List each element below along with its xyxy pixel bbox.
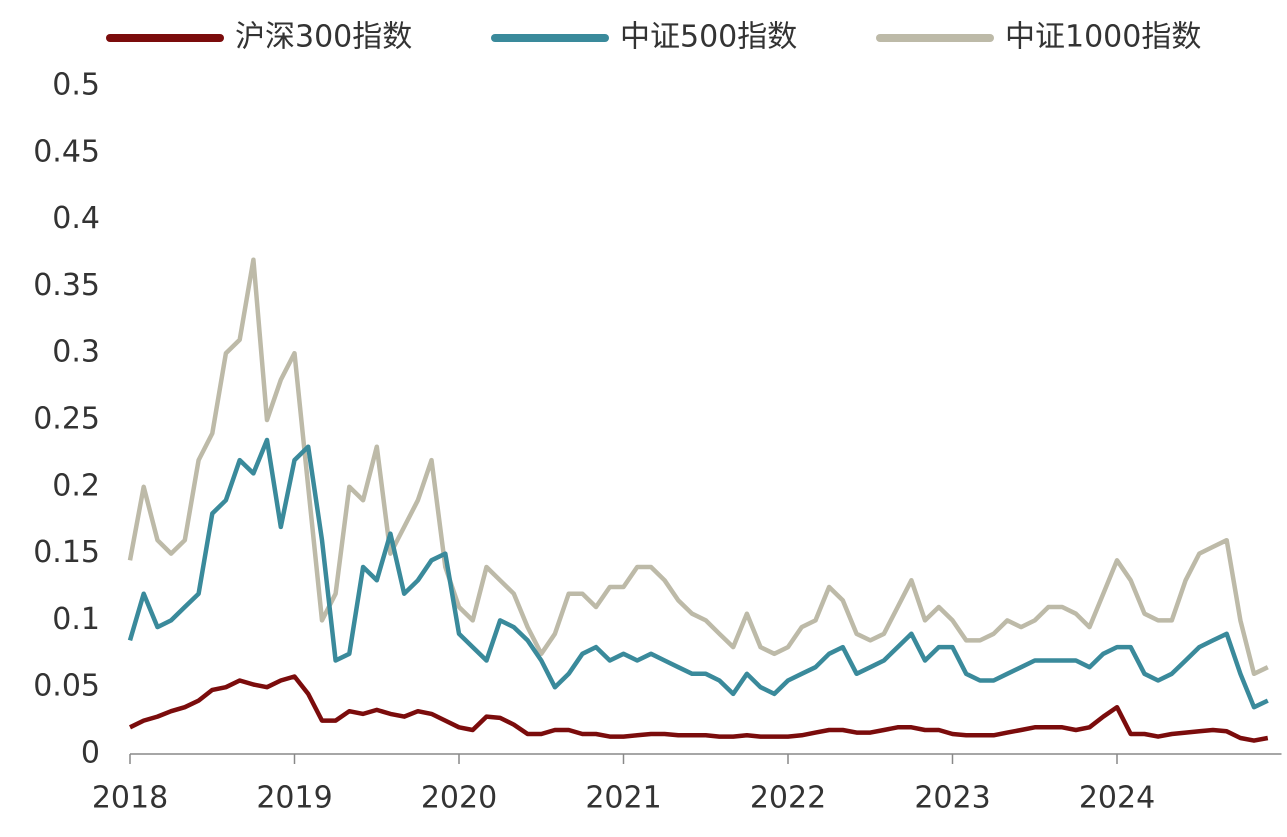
legend-label: 中证500指数 [620,20,797,55]
series-line [129,674,1269,743]
x-tick-label: 2024 [1079,781,1155,816]
x-tick-label: 2022 [750,781,826,816]
x-tick-label: 2019 [256,781,332,816]
legend-label: 中证1000指数 [1005,20,1201,55]
y-tick-label: 0.1 [52,602,100,637]
y-tick-label: 0.2 [52,468,100,503]
y-tick-label: 0 [81,736,100,771]
y-tick-label: 0.4 [52,201,100,236]
series-line [127,257,1269,677]
series-line [127,437,1269,710]
x-tick-label: 2020 [421,781,497,816]
x-tick-label: 2018 [92,781,168,816]
x-tick-label: 2023 [914,781,990,816]
legend-label: 沪深300指数 [235,20,412,55]
y-tick-label: 0.45 [33,134,100,169]
y-tick-label: 0.5 [52,68,100,103]
y-tick-label: 0.05 [33,669,100,704]
y-tick-label: 0.25 [33,402,100,437]
y-tick-label: 0.35 [33,268,100,303]
x-tick-label: 2021 [585,781,661,816]
y-tick-label: 0.3 [52,335,100,370]
y-tick-label: 0.15 [33,535,100,570]
